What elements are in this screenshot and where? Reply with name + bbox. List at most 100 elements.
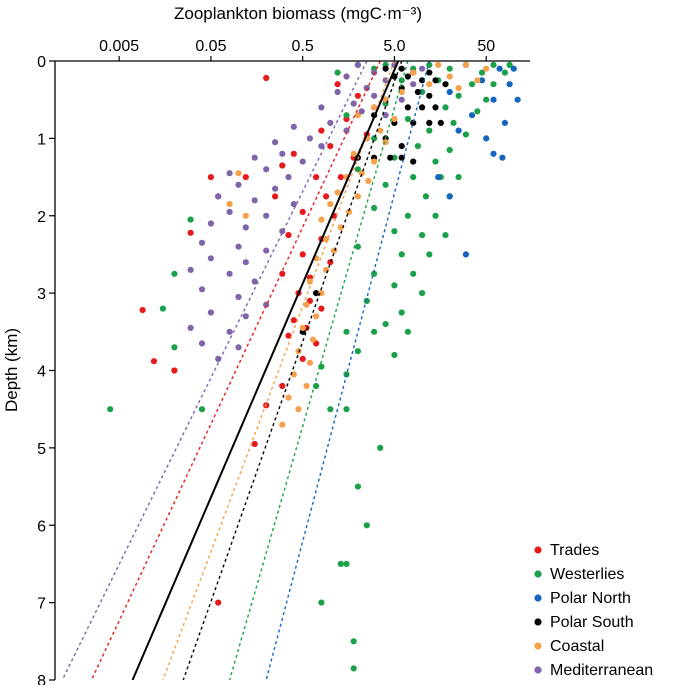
data-point bbox=[391, 228, 398, 235]
data-point bbox=[432, 77, 439, 84]
data-point bbox=[414, 88, 421, 96]
data-point bbox=[285, 174, 292, 181]
data-point bbox=[398, 88, 405, 96]
data-point bbox=[432, 212, 439, 219]
data-point bbox=[139, 307, 146, 314]
data-point bbox=[226, 328, 233, 335]
data-point bbox=[251, 278, 258, 285]
data-point bbox=[290, 201, 297, 208]
data-point bbox=[410, 81, 417, 88]
data-point bbox=[327, 406, 334, 413]
x-tick-label: 50 bbox=[477, 38, 495, 55]
data-point bbox=[490, 96, 497, 103]
data-point bbox=[483, 135, 490, 142]
data-point bbox=[350, 150, 357, 157]
data-point bbox=[437, 119, 444, 126]
data-point bbox=[426, 69, 433, 76]
data-point bbox=[462, 251, 469, 258]
data-point bbox=[226, 208, 233, 215]
data-point bbox=[343, 406, 350, 413]
data-point bbox=[207, 174, 214, 181]
data-point bbox=[343, 73, 350, 80]
data-point bbox=[251, 440, 258, 448]
data-point bbox=[306, 278, 313, 285]
data-point bbox=[354, 61, 361, 68]
data-point bbox=[299, 355, 306, 362]
legend-marker bbox=[534, 618, 542, 626]
data-point bbox=[345, 208, 353, 215]
data-point bbox=[377, 444, 384, 451]
data-point bbox=[295, 348, 302, 355]
data-point bbox=[235, 181, 242, 188]
data-point bbox=[358, 170, 365, 177]
data-point bbox=[299, 158, 306, 165]
data-point bbox=[334, 81, 341, 88]
points-layer bbox=[107, 61, 521, 672]
data-point bbox=[490, 81, 497, 88]
data-point bbox=[426, 251, 433, 258]
data-point bbox=[263, 166, 270, 173]
data-point bbox=[303, 301, 310, 308]
legend-item: Polar South bbox=[534, 614, 634, 631]
data-point bbox=[198, 239, 206, 246]
data-point bbox=[187, 229, 194, 236]
legend-item: Westerlies bbox=[534, 566, 624, 583]
data-point bbox=[306, 135, 313, 142]
legend-label: Polar South bbox=[550, 614, 634, 631]
data-point bbox=[235, 344, 242, 351]
data-point bbox=[365, 177, 372, 184]
data-point bbox=[285, 232, 292, 239]
data-point bbox=[410, 174, 417, 181]
data-point bbox=[235, 170, 242, 177]
data-point bbox=[198, 340, 206, 347]
data-point bbox=[323, 193, 330, 200]
data-point bbox=[337, 174, 344, 181]
data-point bbox=[510, 65, 517, 72]
data-point bbox=[474, 77, 481, 84]
legend-item: Coastal bbox=[534, 638, 604, 655]
data-point bbox=[387, 154, 394, 161]
data-point bbox=[198, 406, 206, 413]
data-point bbox=[358, 108, 365, 115]
x-axis-title: Zooplankton biomass (mgC·m⁻³) bbox=[174, 4, 422, 23]
data-point bbox=[150, 358, 158, 365]
data-point bbox=[468, 112, 476, 119]
data-point bbox=[410, 69, 417, 76]
data-point bbox=[419, 232, 426, 239]
data-point bbox=[404, 115, 411, 123]
data-point bbox=[263, 74, 270, 82]
data-point bbox=[382, 321, 389, 328]
legend-marker bbox=[534, 570, 542, 578]
data-point bbox=[242, 313, 249, 320]
data-point bbox=[343, 112, 350, 119]
y-tick-label: 4 bbox=[37, 364, 46, 381]
data-point bbox=[398, 96, 405, 103]
y-ticks: 0 1 2 3 4 5 6 7 8 bbox=[37, 54, 55, 685]
legend-marker bbox=[534, 594, 542, 602]
data-point bbox=[187, 324, 194, 331]
data-point bbox=[327, 201, 334, 208]
data-point bbox=[398, 309, 405, 316]
data-point bbox=[435, 174, 442, 181]
data-point bbox=[419, 104, 426, 111]
data-point bbox=[382, 65, 389, 72]
data-point bbox=[107, 406, 114, 413]
data-point bbox=[242, 259, 249, 266]
data-point bbox=[410, 158, 417, 165]
data-point bbox=[327, 119, 334, 126]
data-point bbox=[272, 185, 279, 192]
data-point bbox=[279, 382, 286, 390]
data-point bbox=[446, 193, 453, 200]
data-point bbox=[354, 193, 361, 200]
data-point bbox=[215, 193, 222, 200]
data-point bbox=[442, 81, 449, 88]
data-point bbox=[501, 119, 508, 126]
data-point bbox=[398, 143, 405, 150]
fit-line-trades bbox=[90, 61, 381, 680]
data-point bbox=[235, 293, 242, 301]
data-point bbox=[414, 143, 421, 150]
y-tick-label: 3 bbox=[37, 286, 46, 303]
data-point bbox=[506, 81, 513, 88]
data-point bbox=[242, 224, 249, 231]
data-point bbox=[419, 77, 426, 84]
